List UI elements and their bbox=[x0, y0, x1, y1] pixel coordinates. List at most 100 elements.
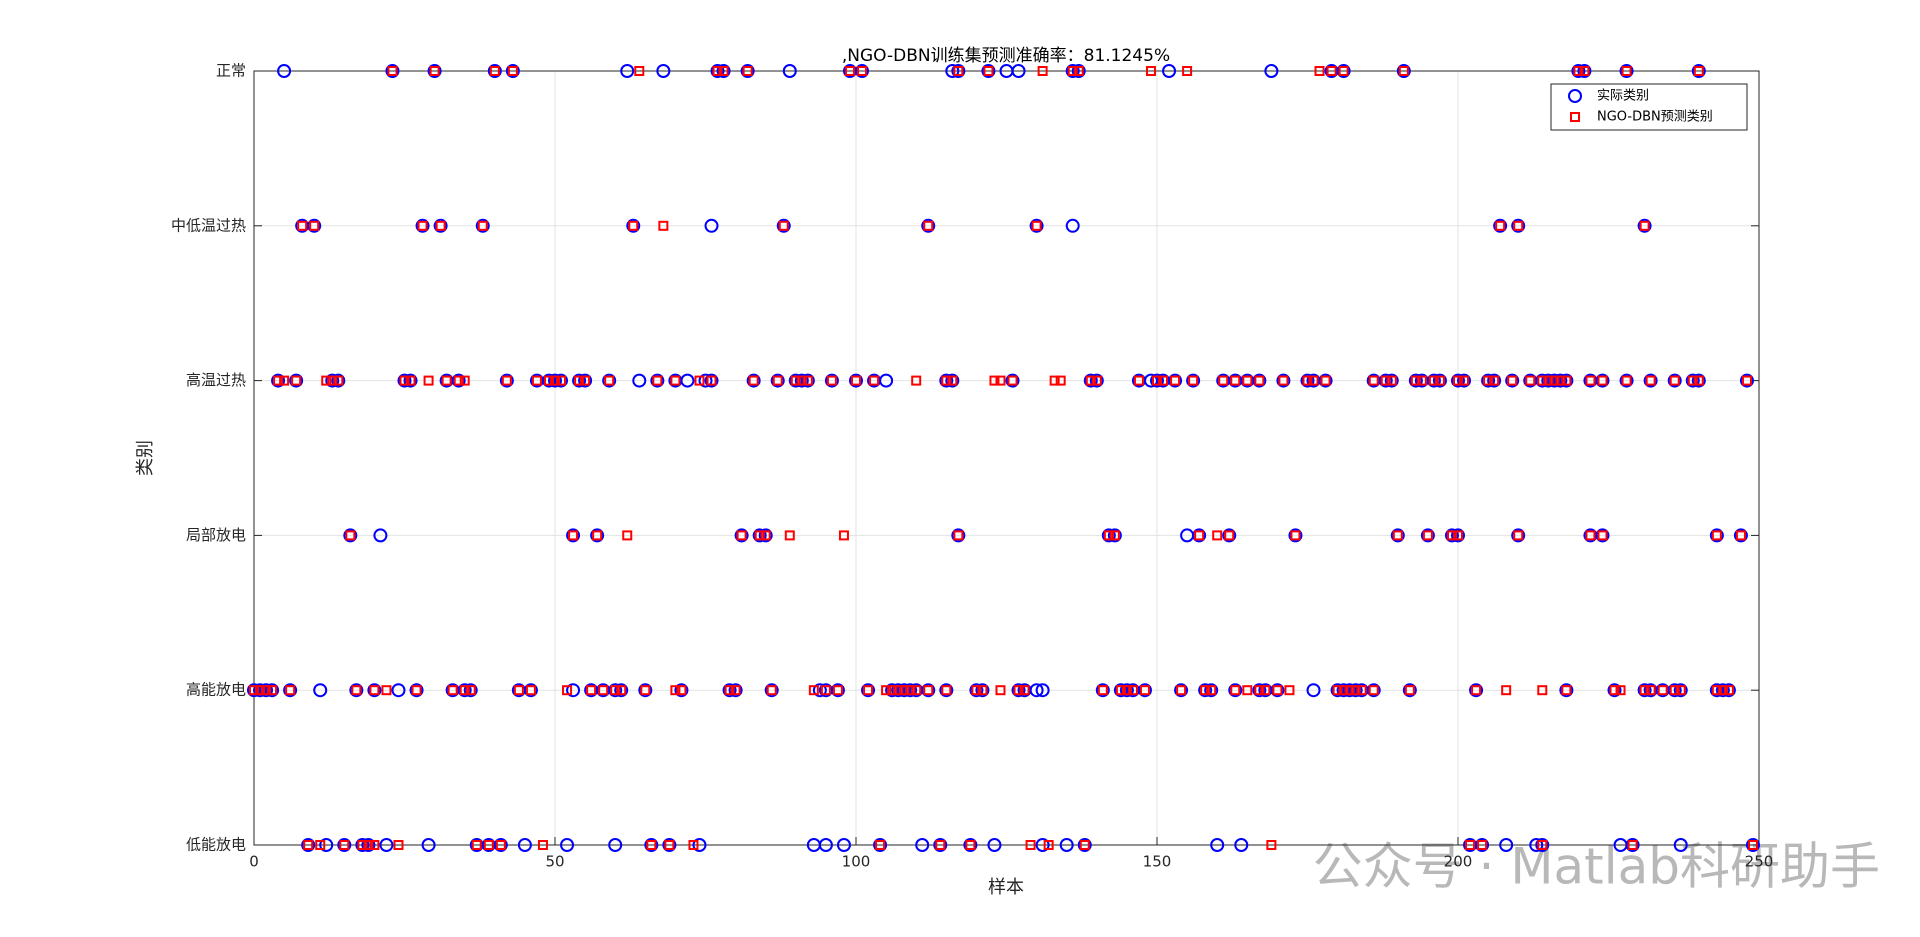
point-square bbox=[1049, 375, 1060, 386]
point-square bbox=[1537, 685, 1548, 696]
point-circle bbox=[379, 838, 394, 852]
point-circle bbox=[1065, 64, 1080, 78]
point-square bbox=[1615, 685, 1626, 696]
point-circle bbox=[1011, 683, 1026, 698]
point-circle bbox=[945, 373, 960, 388]
point-square bbox=[495, 840, 506, 850]
point-circle bbox=[921, 683, 936, 698]
point-circle bbox=[1384, 373, 1399, 388]
point-square bbox=[1314, 66, 1325, 76]
point-circle bbox=[987, 838, 1002, 852]
point-square bbox=[1711, 685, 1722, 696]
point-square bbox=[459, 375, 470, 386]
point-square bbox=[1465, 840, 1476, 850]
point-square bbox=[1747, 840, 1758, 850]
point-circle bbox=[1402, 683, 1417, 698]
point-circle bbox=[554, 373, 569, 388]
point-square bbox=[1121, 685, 1132, 696]
point-square bbox=[441, 375, 452, 386]
point-circle bbox=[1607, 683, 1622, 698]
point-square bbox=[869, 375, 880, 386]
point-square bbox=[1386, 375, 1397, 386]
point-square bbox=[808, 685, 819, 696]
point-square bbox=[1200, 685, 1211, 696]
point-circle bbox=[1348, 683, 1363, 698]
point-circle bbox=[812, 683, 827, 698]
point-square bbox=[1404, 685, 1415, 696]
point-circle bbox=[1625, 838, 1640, 852]
point-circle bbox=[433, 218, 448, 233]
point-square bbox=[688, 840, 699, 850]
point-circle bbox=[1481, 373, 1496, 388]
point-circle bbox=[1276, 373, 1291, 388]
point-circle bbox=[1222, 528, 1237, 543]
point-circle bbox=[373, 528, 388, 543]
point-square bbox=[1097, 685, 1108, 696]
point-circle bbox=[849, 373, 863, 388]
point-square bbox=[1735, 530, 1746, 541]
point-square bbox=[477, 220, 488, 231]
point-square bbox=[706, 375, 717, 386]
point-square bbox=[309, 220, 320, 231]
point-square bbox=[965, 840, 976, 850]
point-circle bbox=[1505, 373, 1520, 388]
point-square bbox=[911, 375, 922, 386]
point-circle bbox=[861, 683, 876, 698]
point-square bbox=[1194, 530, 1205, 541]
legend-box bbox=[1550, 83, 1748, 131]
point-circle bbox=[1457, 373, 1472, 388]
point-square bbox=[1206, 685, 1217, 696]
point-square bbox=[760, 530, 771, 541]
point-square bbox=[754, 530, 765, 541]
point-circle bbox=[1529, 838, 1544, 852]
point-circle bbox=[752, 528, 767, 543]
point-square bbox=[646, 840, 657, 850]
point-circle bbox=[915, 838, 930, 852]
point-square bbox=[598, 685, 609, 696]
point-circle bbox=[451, 373, 466, 388]
point-circle bbox=[1210, 838, 1225, 852]
point-circle bbox=[951, 528, 966, 543]
point-square bbox=[285, 685, 296, 696]
point-circle bbox=[355, 838, 370, 852]
point-circle bbox=[1107, 528, 1122, 543]
point-circle bbox=[1432, 373, 1447, 388]
point-circle bbox=[1204, 683, 1219, 698]
point-square bbox=[826, 375, 837, 386]
point-square bbox=[887, 685, 898, 696]
point-square bbox=[1260, 685, 1271, 696]
point-circle bbox=[1228, 683, 1243, 698]
point-square bbox=[658, 220, 669, 231]
point-circle bbox=[1065, 218, 1080, 233]
point-square bbox=[1254, 375, 1265, 386]
point-circle bbox=[873, 838, 888, 852]
point-square bbox=[1410, 375, 1421, 386]
point-square bbox=[315, 840, 326, 850]
point-circle bbox=[517, 838, 532, 852]
point-circle bbox=[427, 64, 442, 78]
point-circle bbox=[493, 838, 508, 852]
point-square bbox=[1308, 375, 1319, 386]
point-square bbox=[1224, 530, 1235, 541]
point-square bbox=[357, 840, 368, 850]
point-square bbox=[1609, 685, 1620, 696]
point-square bbox=[1579, 66, 1590, 76]
point-square bbox=[1182, 66, 1193, 76]
point-square bbox=[947, 375, 958, 386]
point-square bbox=[664, 840, 675, 850]
point-square bbox=[556, 375, 567, 386]
point-circle bbox=[981, 64, 996, 78]
point-circle bbox=[259, 683, 274, 698]
point-square bbox=[339, 840, 350, 850]
point-circle bbox=[1595, 373, 1610, 388]
point-square bbox=[327, 375, 338, 386]
point-square bbox=[453, 375, 464, 386]
point-square bbox=[1254, 685, 1265, 696]
point-square bbox=[1067, 66, 1078, 76]
point-square bbox=[1537, 840, 1548, 850]
point-square bbox=[1434, 375, 1445, 386]
point-square bbox=[1302, 375, 1313, 386]
point-square bbox=[261, 685, 272, 696]
point-square bbox=[1459, 375, 1470, 386]
